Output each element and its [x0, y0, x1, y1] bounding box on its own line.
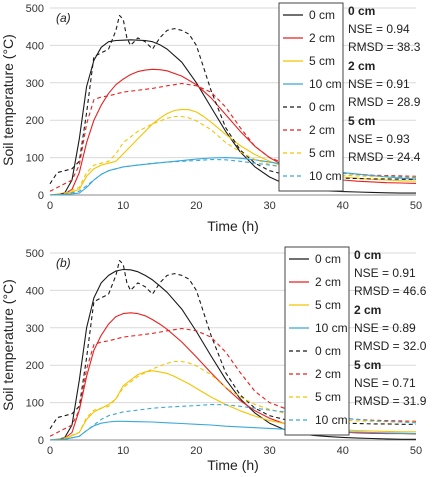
legend-label: 10 cm	[309, 77, 342, 91]
panel-label: (b)	[56, 256, 71, 270]
x-tick-label: 30	[263, 445, 275, 457]
stat-nse: NSE = 0.89	[354, 321, 416, 335]
y-tick-label: 100	[26, 153, 44, 165]
y-tick-label: 400	[26, 285, 44, 297]
y-tick-label: 300	[26, 323, 44, 335]
x-tick-label: 20	[190, 445, 202, 457]
y-tick-label: 300	[26, 78, 44, 90]
chart-panel-b: 0 100 200 300 400 500 0 10 20 30 40 50 (b) Time (h…	[0, 246, 427, 473]
stat-depth-label: 0 cm	[348, 4, 375, 18]
y-tick-labels: 0 100 200 300 400 500	[26, 248, 44, 447]
legend-label: 2 cm	[309, 31, 335, 45]
legend-box	[284, 246, 350, 436]
legend-box	[278, 2, 344, 192]
x-tick-label: 50	[410, 200, 422, 212]
y-tick-label: 500	[26, 248, 44, 260]
x-tick-labels: 0 10 20 30 40 50	[47, 200, 422, 212]
x-tick-label: 40	[337, 445, 349, 457]
x-tick-label: 10	[117, 200, 129, 212]
legend: 0 cm 2 cm 5 cm 10 cm 0 cm 2 cm 5 cm 10 cm	[284, 246, 350, 436]
y-tick-label: 200	[26, 115, 44, 127]
x-tick-label: 50	[410, 445, 422, 457]
legend-label: 5 cm	[315, 390, 341, 404]
stat-nse: NSE = 0.91	[348, 77, 410, 91]
legend-label: 2 cm	[315, 367, 341, 381]
stat-depth-label: 5 cm	[348, 114, 375, 128]
y-tick-label: 200	[26, 360, 44, 372]
stat-rmsd: RMSD = 32.0	[354, 339, 427, 353]
x-axis-title: Time (h)	[207, 457, 259, 473]
legend-label: 2 cm	[309, 123, 335, 137]
y-tick-label: 400	[26, 40, 44, 52]
legend-label: 2 cm	[315, 275, 341, 289]
stat-nse: NSE = 0.91	[354, 266, 416, 280]
fit-statistics: 0 cm NSE = 0.91 RMSD = 46.6 2 cm NSE = 0.89 R…	[354, 248, 427, 408]
y-axis-title: Soil temperature (°C)	[0, 279, 16, 411]
y-axis-title: Soil temperature (°C)	[0, 34, 16, 166]
stat-nse: NSE = 0.94	[348, 22, 410, 36]
panel-label: (a)	[56, 11, 71, 25]
legend-label: 0 cm	[315, 344, 341, 358]
y-tick-label: 500	[26, 3, 44, 15]
x-tick-label: 20	[190, 200, 202, 212]
x-tick-label: 0	[47, 200, 53, 212]
y-tick-labels: 0 100 200 300 400 500	[26, 3, 44, 202]
stat-rmsd: RMSD = 38.3	[348, 40, 421, 54]
legend-label: 10 cm	[315, 321, 348, 335]
y-tick-label: 0	[38, 190, 44, 202]
stat-depth-label: 2 cm	[354, 303, 381, 317]
legend-label: 5 cm	[309, 146, 335, 160]
legend-label: 10 cm	[315, 413, 348, 427]
stat-nse: NSE = 0.71	[354, 376, 416, 390]
x-tick-label: 10	[117, 445, 129, 457]
y-tick-label: 100	[26, 398, 44, 410]
stat-depth-label: 5 cm	[354, 358, 381, 372]
series-line-10cm-dashed	[49, 158, 417, 196]
series-line-0cm-solid	[49, 268, 416, 441]
x-tick-label: 40	[337, 200, 349, 212]
chart-panel-a: 0 100 200 300 400 500 0 10 20 30 40 50 (a) Time (h…	[0, 2, 422, 234]
series-line-10cm-dashed	[49, 403, 417, 441]
legend: 0 cm 2 cm 5 cm 10 cm 0 cm 2 cm 5 cm 10 cm	[278, 2, 344, 192]
stat-rmsd: RMSD = 24.4	[348, 150, 421, 164]
legend-label: 5 cm	[315, 298, 341, 312]
stat-rmsd: RMSD = 46.6	[354, 284, 427, 298]
fit-statistics: 0 cm NSE = 0.94 RMSD = 38.3 2 cm NSE = 0.91 R…	[348, 4, 421, 164]
stat-depth-label: 0 cm	[354, 248, 381, 262]
x-tick-label: 0	[47, 445, 53, 457]
stat-rmsd: RMSD = 28.9	[348, 95, 421, 109]
stat-nse: NSE = 0.93	[348, 132, 410, 146]
grid-lines	[50, 7, 416, 159]
legend-label: 0 cm	[309, 100, 335, 114]
legend-label: 5 cm	[309, 54, 335, 68]
legend-label: 10 cm	[309, 169, 342, 183]
legend-label: 0 cm	[309, 8, 335, 22]
x-axis-title: Time (h)	[207, 218, 259, 234]
x-tick-label: 30	[263, 200, 275, 212]
stat-rmsd: RMSD = 31.9	[354, 394, 427, 408]
x-tick-labels: 0 10 20 30 40 50	[47, 445, 422, 457]
legend-label: 0 cm	[315, 252, 341, 266]
y-tick-label: 0	[38, 435, 44, 447]
stat-depth-label: 2 cm	[348, 59, 375, 73]
